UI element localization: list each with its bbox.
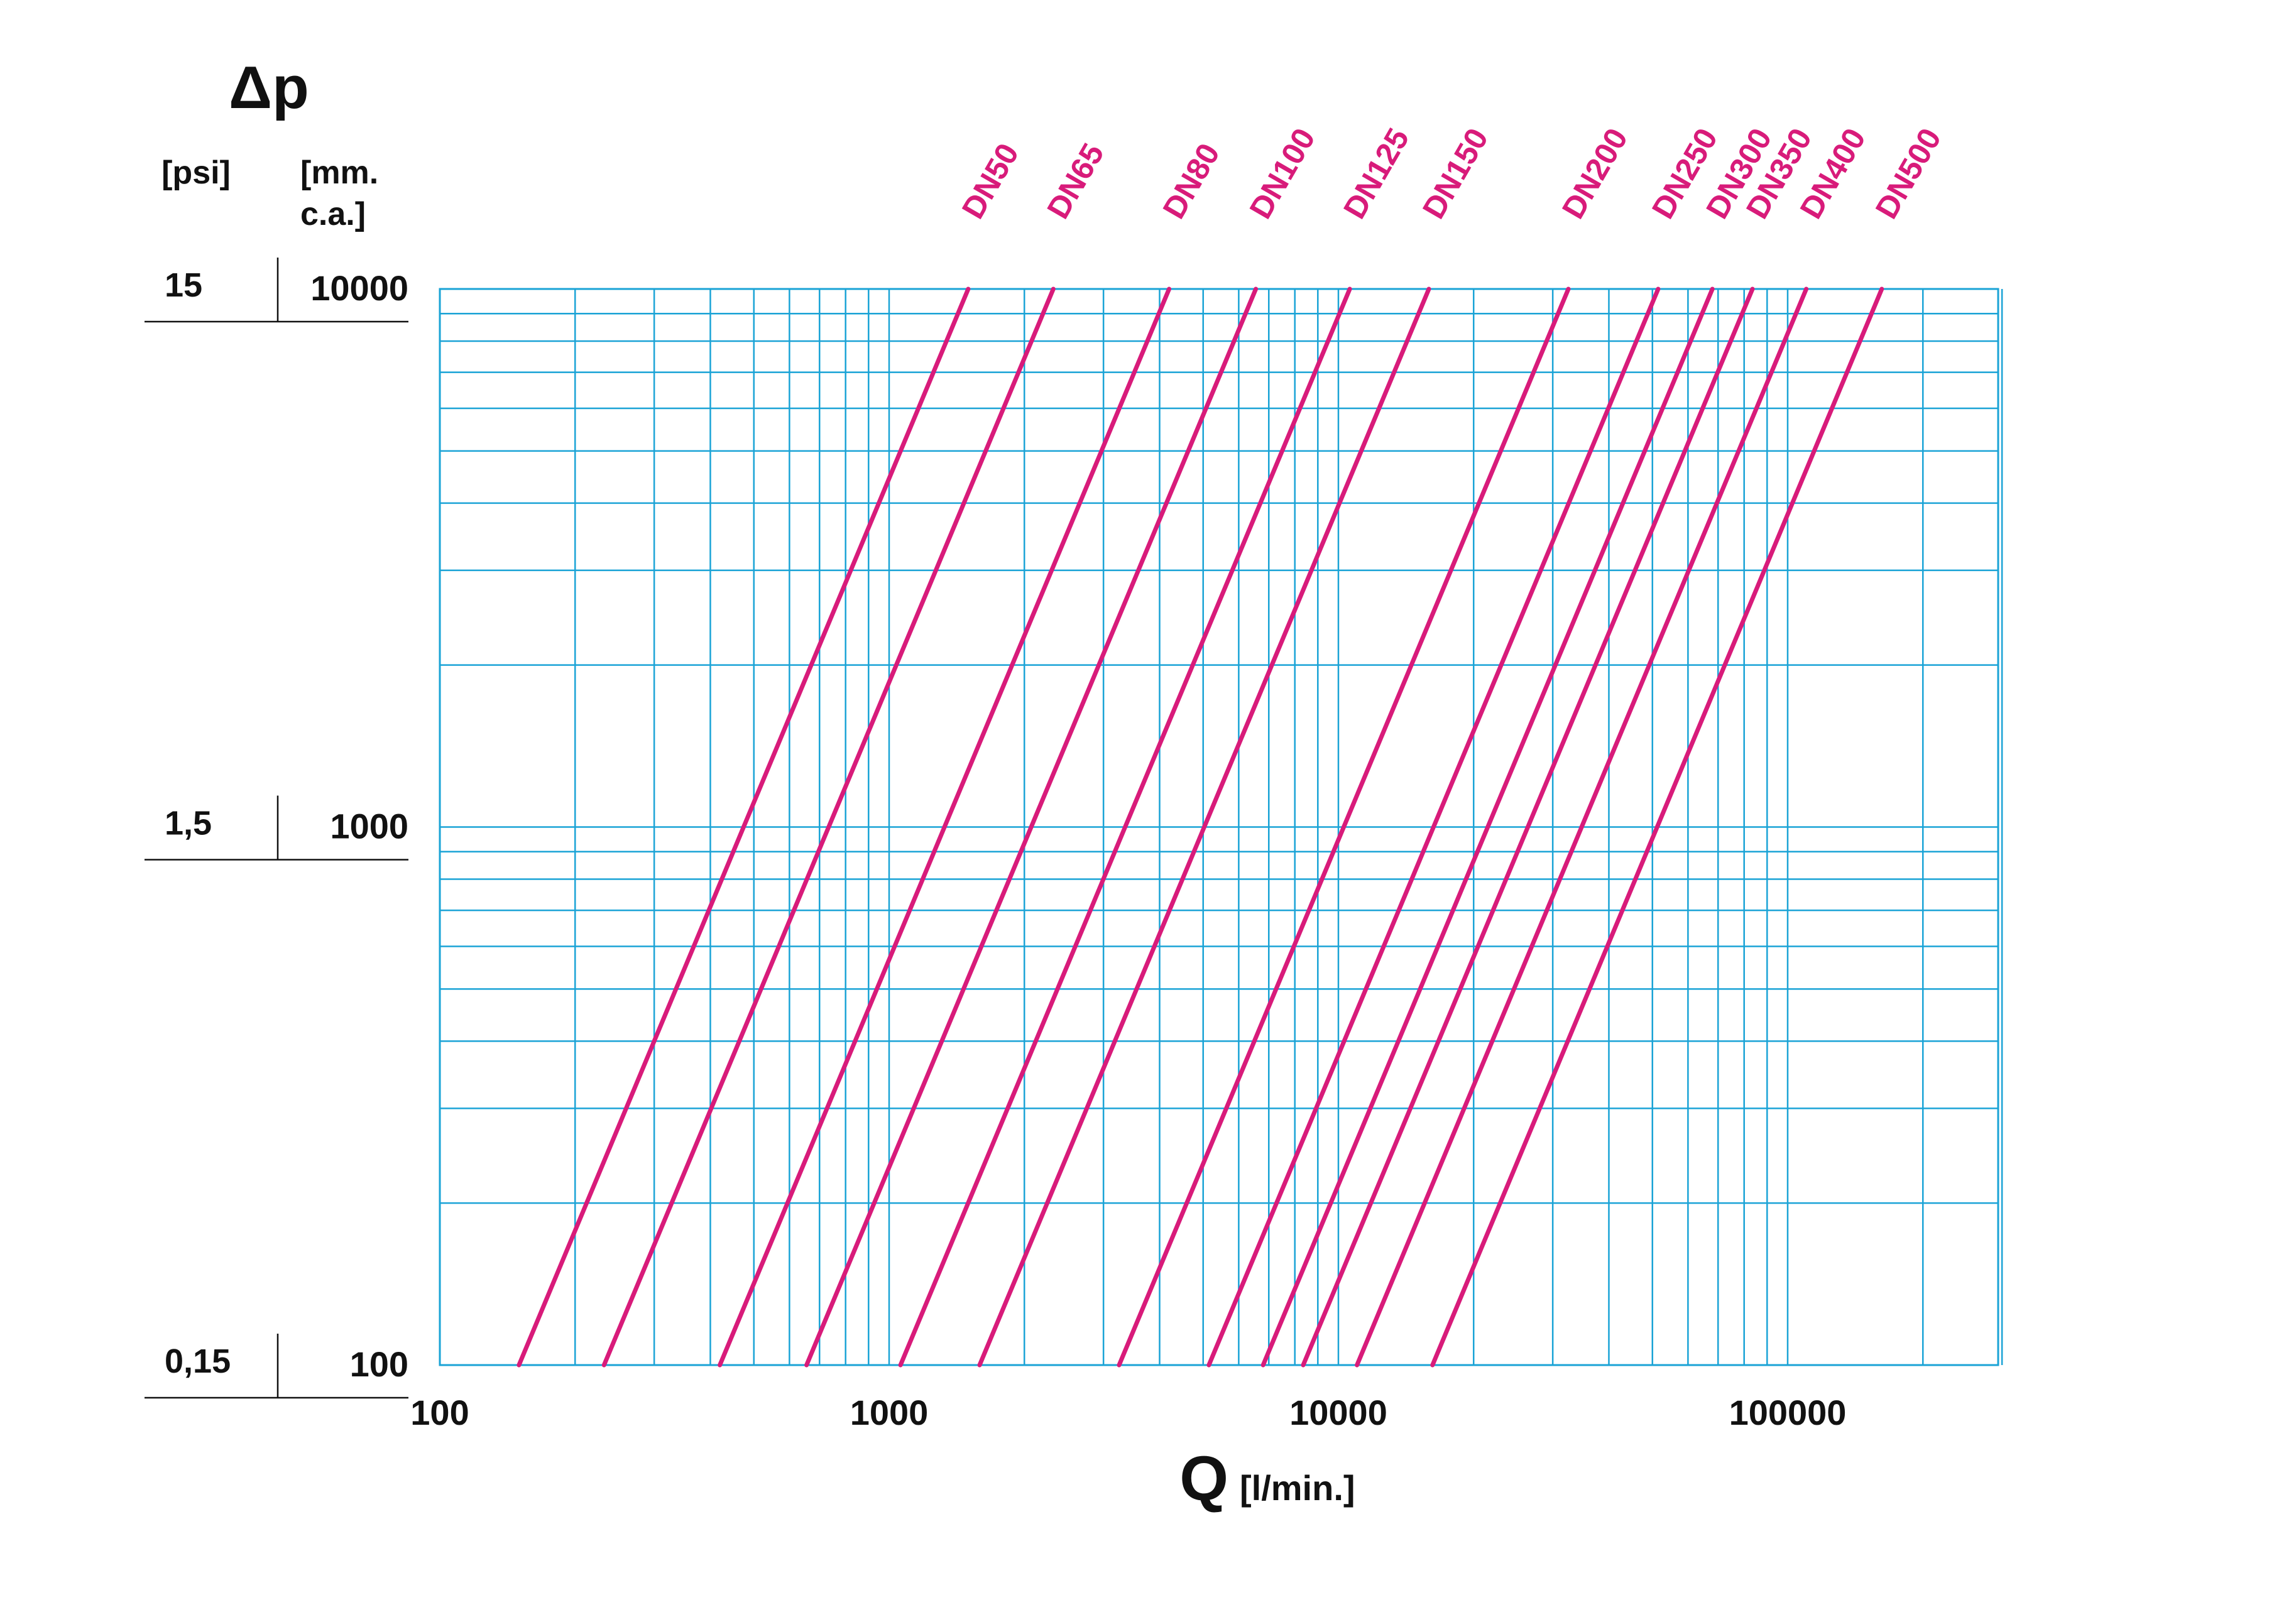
series-label-dn50: DN50	[955, 138, 1025, 225]
x-axis-unit: [l/min.]	[1240, 1468, 1355, 1508]
series-line-dn400	[1355, 286, 1809, 1368]
y-axis-unit-mmca: [mm. c.a.]	[300, 155, 388, 232]
y-axis-title: Δp	[229, 54, 309, 121]
series-line-dn150	[977, 286, 1431, 1368]
series-line-dn200	[1117, 286, 1571, 1368]
y-tick-label: 100	[350, 1344, 408, 1384]
series-label-dn150: DN150	[1416, 122, 1495, 225]
series-line-dn50	[517, 286, 971, 1368]
series-line-dn100	[804, 286, 1259, 1368]
series-line-dn65	[601, 286, 1056, 1368]
series-label-dn65: DN65	[1040, 138, 1110, 225]
series-label-dn80: DN80	[1156, 138, 1227, 225]
series-line-dn500	[1430, 286, 1884, 1368]
x-tick-label: 10000	[1289, 1393, 1387, 1432]
y-axis-unit-psi: [psi]	[161, 155, 231, 191]
y-tick-label-psi: 15	[165, 266, 202, 304]
y-tick-label: 1000	[330, 807, 408, 846]
series-label-dn200: DN200	[1555, 122, 1634, 225]
y-axis: Δp [psi] [mm. c.a.] 10000 15 1000 1,5 100 0,1…	[145, 54, 408, 1399]
y-tick-label-psi: 1,5	[165, 805, 212, 842]
series-line-dn125	[898, 286, 1352, 1368]
grid	[439, 288, 2003, 1366]
x-axis-title: Q	[1179, 1444, 1228, 1514]
x-tick-label: 100000	[1729, 1393, 1847, 1432]
series-labels: DN50 DN65 DN80 DN100 DN125 DN150 DN200 DN250DN3…	[955, 122, 1948, 225]
y-tick-labels: 10000 15 1000 1,5 100 0,15	[145, 258, 408, 1399]
series-lines	[517, 286, 1884, 1368]
x-axis: 100 1000 10000 100000 Q [l/min.]	[410, 1393, 1846, 1514]
plot-frame	[439, 288, 1999, 1366]
series-line-dn300	[1260, 286, 1715, 1368]
x-tick-label: 1000	[850, 1393, 929, 1432]
series-line-dn350	[1301, 286, 1755, 1368]
series-label-dn100: DN100	[1243, 122, 1322, 225]
series-label-dn500: DN500	[1869, 122, 1948, 225]
y-tick-label: 10000	[310, 268, 408, 308]
x-tick-labels: 100 1000 10000 100000	[410, 1393, 1846, 1432]
series-label-dn125: DN125	[1337, 122, 1416, 225]
series-line-dn80	[718, 286, 1172, 1368]
y-tick-label-psi: 0,15	[165, 1342, 231, 1380]
x-tick-label: 100	[410, 1393, 469, 1432]
series-line-dn250	[1206, 286, 1661, 1368]
